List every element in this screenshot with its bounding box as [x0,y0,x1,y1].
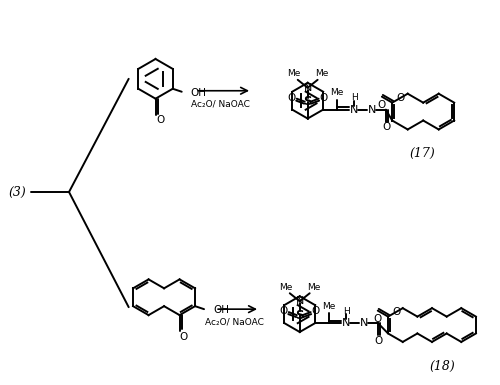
Text: Me: Me [315,69,328,79]
Text: S: S [304,95,312,108]
Text: N: N [304,83,312,93]
Text: O: O [312,306,320,316]
Text: Ac₂O/ NaOAC: Ac₂O/ NaOAC [190,99,250,108]
Text: Me: Me [322,302,336,311]
Text: N: N [368,105,376,115]
Text: (17): (17) [410,147,436,160]
Text: Ac₂O/ NaOAC: Ac₂O/ NaOAC [204,318,264,326]
Text: O: O [280,306,288,316]
Text: O: O [288,93,296,103]
Text: O: O [156,114,164,124]
Text: Me: Me [307,283,320,292]
Text: O: O [392,307,400,317]
Text: N: N [342,318,350,328]
Text: S: S [296,309,304,321]
Text: (3): (3) [8,186,26,199]
Text: (18): (18) [429,360,455,373]
Text: N: N [360,318,368,328]
Text: OH: OH [190,88,206,98]
Text: Me: Me [279,283,292,292]
Text: O: O [374,336,383,346]
Text: OH: OH [213,305,229,315]
Text: O: O [374,314,382,323]
Text: O: O [382,122,391,132]
Text: N: N [350,105,358,115]
Text: Me: Me [287,69,300,79]
Text: O: O [180,332,188,342]
Text: O: O [397,93,405,103]
Text: N: N [296,296,304,306]
Text: O: O [320,93,328,103]
Text: H: H [350,93,358,102]
Text: H: H [342,306,349,316]
Text: O: O [378,100,386,110]
Text: Me: Me [330,88,344,97]
